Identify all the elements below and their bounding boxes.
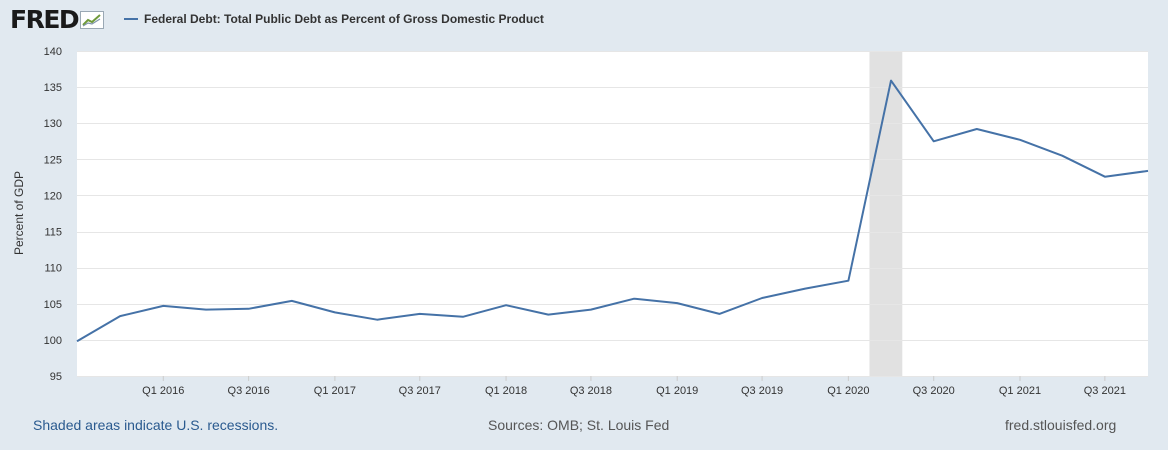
data-point-8[interactable] [417,311,423,317]
data-point-4[interactable] [246,306,252,312]
x-tick-label-4: Q1 2018 [485,385,527,397]
data-point-16[interactable] [759,295,765,301]
x-tick-label-9: Q3 2020 [913,385,955,397]
data-point-20[interactable] [931,138,937,144]
fred-logo-text: FRED [10,5,80,34]
data-point-15[interactable] [716,311,722,317]
data-point-5[interactable] [289,298,295,304]
y-tick-label-140: 140 [44,46,62,58]
y-tick-label-110: 110 [44,263,62,275]
data-point-0[interactable] [74,338,80,344]
x-tick-label-2: Q1 2017 [314,385,356,397]
x-tick-label-1: Q3 2016 [228,385,270,397]
data-point-6[interactable] [332,309,338,315]
data-point-19[interactable] [888,78,894,84]
data-point-17[interactable] [802,286,808,292]
x-tick-label-0: Q1 2016 [142,385,184,397]
data-point-25[interactable] [1145,168,1151,174]
y-axis-title: Percent of GDP [12,171,26,255]
y-tick-label-100: 100 [44,335,62,347]
y-tick-label-130: 130 [44,118,62,130]
data-point-7[interactable] [374,317,380,323]
data-point-23[interactable] [1059,153,1065,159]
recession-layer [869,51,903,376]
y-tick-label-95: 95 [50,371,62,383]
data-point-12[interactable] [588,307,594,313]
fred-site-link[interactable]: fred.stlouisfed.org [1005,417,1117,433]
recession-band-0 [869,51,903,376]
y-axis-ticks: 95 100 105 110 115 120 125 130 135 140 [44,46,62,383]
data-point-1[interactable] [117,313,123,319]
y-tick-label-115: 115 [44,227,62,239]
y-tick-label-120: 120 [44,190,62,202]
data-point-13[interactable] [631,296,637,302]
series-line-0[interactable] [76,79,1149,343]
y-tick-label-125: 125 [44,154,62,166]
y-tick-label-105: 105 [44,299,62,311]
data-point-11[interactable] [545,312,551,318]
data-point-3[interactable] [203,307,209,313]
chart-trend-icon [80,11,105,29]
data-point-24[interactable] [1102,174,1108,180]
data-point-10[interactable] [503,302,509,308]
legend-label: Federal Debt: Total Public Debt as Perce… [144,12,544,26]
x-tick-label-6: Q1 2019 [656,385,698,397]
fred-logo[interactable]: FRED [10,5,105,34]
y-tick-label-135: 135 [44,82,62,94]
x-tick-label-8: Q1 2020 [827,385,869,397]
x-tick-label-7: Q3 2019 [741,385,783,397]
grid-layer [77,51,1148,377]
data-point-22[interactable] [1017,137,1023,143]
x-tick-label-11: Q3 2021 [1084,385,1126,397]
recession-note: Shaded areas indicate U.S. recessions. [33,417,279,433]
data-point-21[interactable] [974,126,980,132]
data-point-14[interactable] [674,300,680,306]
plot-area [77,51,1148,376]
chart-legend[interactable]: Federal Debt: Total Public Debt as Perce… [124,11,544,27]
x-tick-label-10: Q1 2021 [999,385,1041,397]
data-point-9[interactable] [460,314,466,320]
data-point-2[interactable] [160,303,166,309]
series-layer [74,78,1151,344]
legend-swatch [124,18,138,20]
x-tick-label-5: Q3 2018 [570,385,612,397]
x-axis-ticks: Q1 2016 Q3 2016 Q1 2017 Q3 2017 Q1 2018 Q3 20… [142,376,1126,397]
data-point-18[interactable] [845,278,851,284]
sources-note: Sources: OMB; St. Louis Fed [488,417,670,433]
x-tick-label-3: Q3 2017 [399,385,441,397]
